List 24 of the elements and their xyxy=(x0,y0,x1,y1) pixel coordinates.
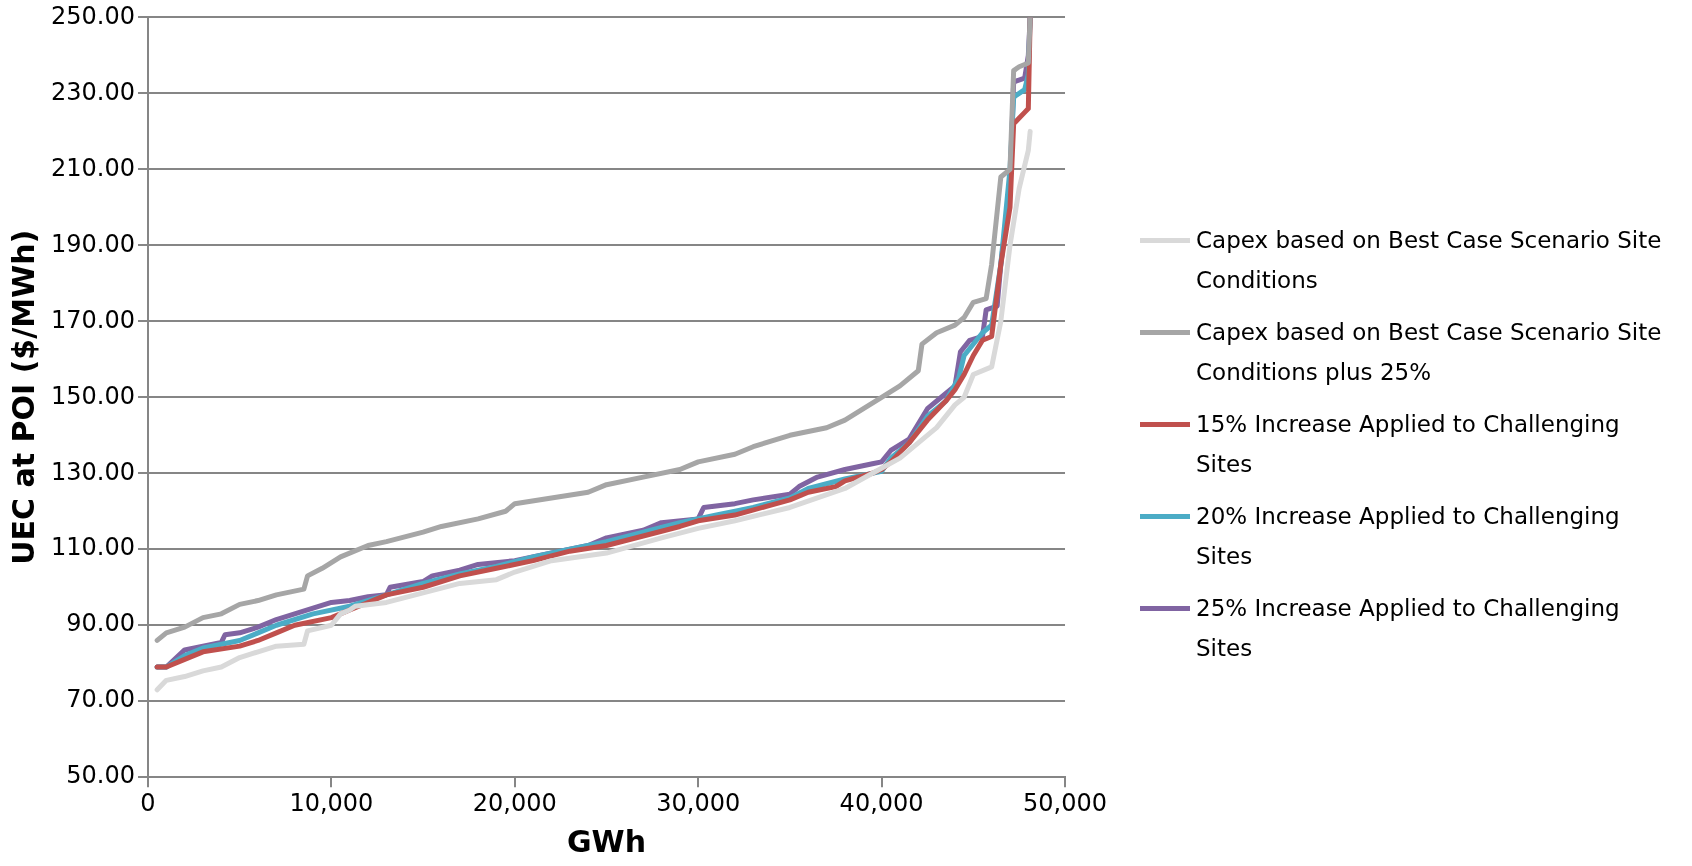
x-tick-label: 50,000 xyxy=(1023,788,1107,817)
legend-label: 25% Increase Applied to Challenging Sites xyxy=(1196,594,1621,663)
x-tick-label: 40,000 xyxy=(839,788,924,817)
y-tick-label: 90.00 xyxy=(66,609,135,638)
y-axis-title: UEC at POI ($/MWh) xyxy=(5,229,41,565)
x-tick-label: 30,000 xyxy=(656,788,741,817)
y-tick-label: 210.00 xyxy=(50,153,135,182)
y-tick-label: 150.00 xyxy=(50,381,135,410)
x-tick-label: 0 xyxy=(140,788,156,817)
x-tick-label: 20,000 xyxy=(472,788,557,817)
x-tick-label: 10,000 xyxy=(289,788,374,817)
y-tick-label: 230.00 xyxy=(50,77,135,106)
y-tick-label: 130.00 xyxy=(50,457,135,486)
legend-label: 15% Increase Applied to Challenging Sites xyxy=(1196,410,1621,479)
legend-label: Capex based on Best Case Scenario Site Conditions plus 25% xyxy=(1196,318,1663,387)
legend-label: Capex based on Best Case Scenario Site Conditions xyxy=(1196,226,1663,295)
y-tick-label: 250.00 xyxy=(50,1,135,30)
x-axis-title: GWh xyxy=(566,823,647,859)
y-tick-label: 190.00 xyxy=(50,229,135,258)
y-tick-label: 170.00 xyxy=(50,305,135,334)
y-tick-label: 50.00 xyxy=(66,761,135,790)
legend-label: 20% Increase Applied to Challenging Sites xyxy=(1196,502,1621,571)
y-tick-label: 110.00 xyxy=(50,533,135,562)
y-tick-label: 70.00 xyxy=(66,685,135,714)
